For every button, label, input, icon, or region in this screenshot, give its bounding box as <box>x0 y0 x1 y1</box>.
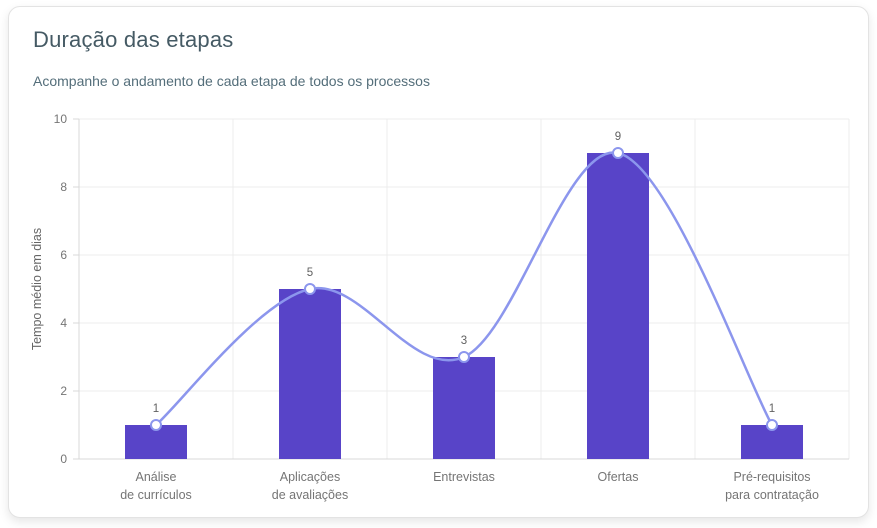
data-label: 1 <box>769 403 775 415</box>
y-tick-label: 0 <box>60 452 67 466</box>
trend-line <box>154 151 774 427</box>
data-label: 5 <box>307 267 313 279</box>
data-label: 9 <box>615 131 621 143</box>
y-tick-label: 8 <box>60 180 67 194</box>
bar[interactable] <box>279 289 341 459</box>
bar-line-chart-canvas: 0 2 4 6 8 10 1 5 3 9 1 Análise de currículos Aplicaçõ… <box>30 112 850 502</box>
line-marker[interactable] <box>150 419 162 431</box>
bar[interactable] <box>433 357 495 459</box>
page-title: Duração das etapas <box>33 27 234 52</box>
y-tick-label: 2 <box>60 384 67 398</box>
category-label: Pré-requisitos <box>733 470 810 484</box>
category-label: Entrevistas <box>433 470 495 484</box>
category-label: de currículos <box>120 488 192 502</box>
category-label: de avaliações <box>272 488 348 502</box>
y-axis-title: Tempo médio em dias <box>30 228 44 350</box>
stages-duration-chart: 0 2 4 6 8 10 1 5 3 9 1 Análise de currículos Aplicaçõ… <box>9 103 869 513</box>
line-marker[interactable] <box>612 147 624 159</box>
category-label: para contratação <box>725 488 819 502</box>
duration-card: Duração das etapas Acompanhe o andamento… <box>8 6 869 518</box>
category-label: Ofertas <box>598 470 639 484</box>
category-label: Aplicações <box>280 470 340 484</box>
bar[interactable] <box>587 153 649 459</box>
category-label: Análise <box>136 470 177 484</box>
y-tick-label: 10 <box>54 112 68 126</box>
data-label: 1 <box>153 403 159 415</box>
line-marker[interactable] <box>766 419 778 431</box>
y-tick-label: 6 <box>60 248 67 262</box>
data-label: 3 <box>461 335 467 347</box>
line-marker[interactable] <box>458 351 470 363</box>
y-tick-label: 4 <box>60 316 67 330</box>
line-marker[interactable] <box>304 283 316 295</box>
card-subtitle: Acompanhe o andamento de cada etapa de t… <box>33 73 430 89</box>
